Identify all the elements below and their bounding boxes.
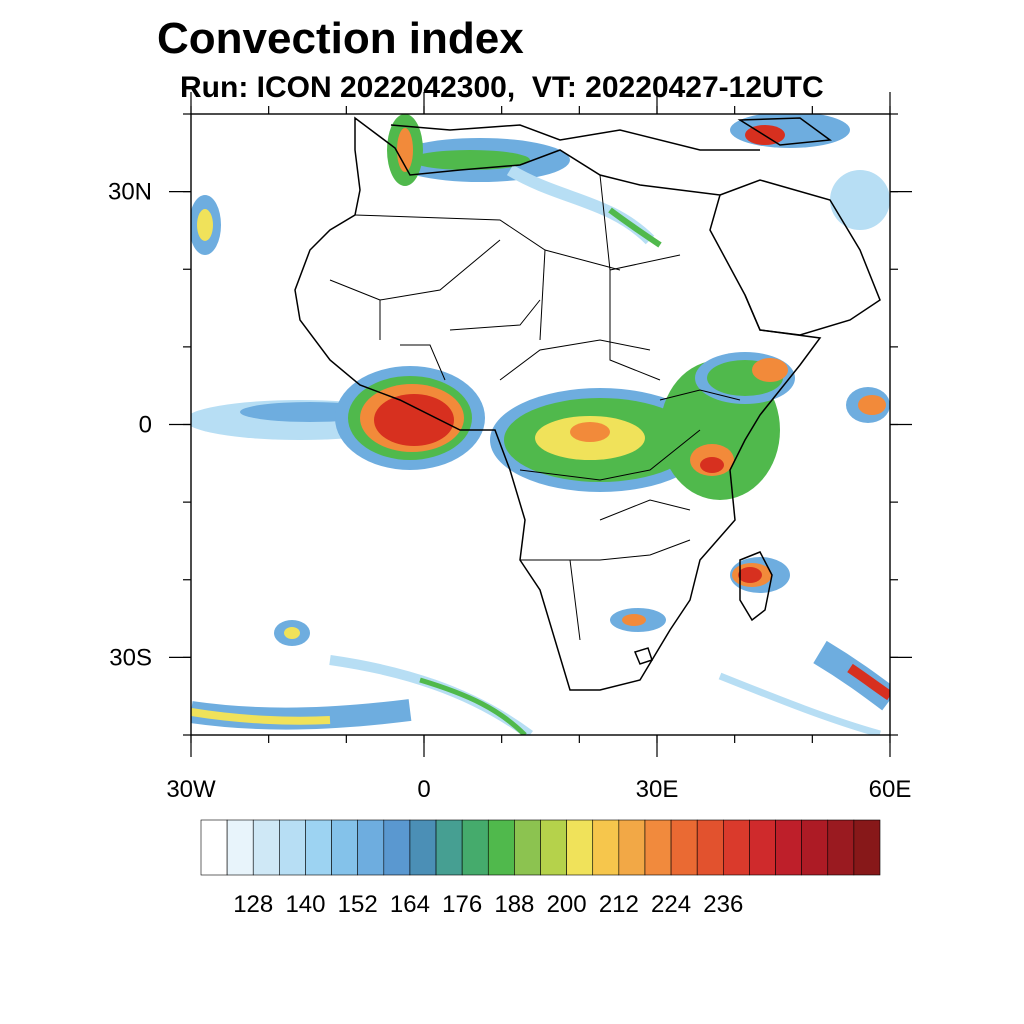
colorbar-swatch — [723, 819, 750, 876]
colorbar-label: 224 — [651, 891, 691, 918]
border-7 — [599, 174, 681, 271]
field-gulf-guinea-core — [374, 394, 454, 446]
chart-subtitle: Run: ICON 2022042300, VT: 20220427-12UTC — [180, 71, 824, 104]
border-6 — [539, 249, 546, 341]
colorbar-swatch — [383, 819, 411, 876]
lon-tick-label: 30W — [166, 776, 216, 803]
colorbar-swatch — [827, 819, 855, 876]
field-mediterranean-core — [410, 150, 530, 170]
field-north-streak-core — [608, 207, 662, 248]
colorbar-swatch — [670, 819, 698, 876]
axis-labels: 30W 0 30E 60E 30N 0 30S — [108, 179, 911, 803]
colorbar-swatch — [696, 819, 724, 876]
border-13 — [400, 344, 446, 381]
border-9 — [520, 539, 691, 561]
lat-tick-label: 0 — [139, 412, 152, 439]
colorbar-swatch — [618, 819, 646, 876]
lon-tick-label: 0 — [417, 776, 430, 803]
field-s-atlantic-spot-core — [284, 627, 300, 639]
lon-tick-label: 60E — [869, 776, 912, 803]
axis-ticks — [169, 92, 912, 757]
colorbar-swatch — [514, 819, 541, 876]
colorbar-swatch — [200, 819, 228, 876]
field-congo-spot — [570, 422, 610, 442]
field-north-streak — [506, 164, 655, 245]
border-3 — [449, 299, 541, 331]
border-1 — [354, 214, 621, 271]
colorbar-swatch — [540, 819, 567, 876]
border-5 — [609, 270, 661, 381]
convection-field — [191, 114, 890, 735]
border-2 — [379, 239, 501, 301]
field-se-streak — [718, 672, 881, 735]
black-sea — [737, 117, 833, 146]
colorbar-swatch — [461, 819, 489, 876]
lat-tick-label: 30S — [109, 644, 152, 671]
field-madagascar-core — [738, 567, 762, 583]
coastlines-borders — [294, 116, 881, 691]
field-middle-east — [830, 170, 890, 230]
field-horn-warm — [752, 358, 788, 382]
border-8 — [519, 429, 701, 481]
colorbar-label: 128 — [233, 891, 273, 918]
colorbar-swatch — [279, 819, 306, 876]
lon-tick-label: 30E — [636, 776, 679, 803]
colorbar-label: 140 — [285, 891, 325, 918]
colorbar-swatch — [226, 819, 254, 876]
field-s-atlantic-streak-core — [419, 677, 527, 735]
colorbar-swatch — [357, 819, 385, 876]
lesotho — [633, 647, 653, 665]
colorbar-swatch — [801, 819, 829, 876]
colorbar-label: 152 — [338, 891, 378, 918]
colorbar-swatch — [644, 819, 672, 876]
colorbar-label: 212 — [599, 891, 639, 918]
border-4 — [499, 339, 651, 381]
field-south-africa-core — [622, 614, 646, 626]
border-14 — [329, 279, 381, 340]
colorbar-swatch — [592, 819, 620, 876]
africa-coastline — [294, 116, 822, 691]
colorbar-swatch — [435, 819, 463, 876]
colorbar-swatch — [853, 819, 881, 876]
field-southern-band-core — [191, 708, 331, 725]
border-11 — [599, 499, 691, 521]
colorbar-swatch — [775, 819, 802, 876]
arabia-coastline — [719, 179, 881, 336]
colorbar-label: 236 — [703, 891, 743, 918]
madagascar-coastline — [739, 551, 773, 622]
colorbar-swatch — [409, 819, 437, 876]
field-atlantic-nw-core — [197, 209, 213, 241]
field-east-africa-core — [700, 457, 724, 473]
colorbar-label: 164 — [390, 891, 430, 918]
lat-tick-label: 30N — [108, 179, 152, 206]
colorbar-swatch — [305, 819, 332, 876]
country-borders — [329, 174, 741, 641]
colorbar-swatch — [331, 819, 358, 876]
field-iberia-core — [397, 128, 413, 172]
chart-title: Convection index — [157, 14, 524, 63]
colorbar-swatch — [252, 819, 280, 876]
colorbar-label: 200 — [547, 891, 587, 918]
border-12 — [659, 389, 741, 401]
field-se-corner-core — [847, 663, 890, 701]
mediterranean-north — [390, 124, 760, 151]
colorbar-label: 176 — [442, 891, 482, 918]
colorbar-swatch — [566, 819, 594, 876]
colorbar: 128 140 152 164 176 188 200 212 224 236 — [200, 819, 881, 918]
colorbar-swatch — [487, 819, 515, 876]
border-10 — [569, 559, 581, 641]
field-indian-east-core — [858, 395, 886, 415]
colorbar-swatch — [749, 819, 776, 876]
colorbar-label: 188 — [494, 891, 534, 918]
